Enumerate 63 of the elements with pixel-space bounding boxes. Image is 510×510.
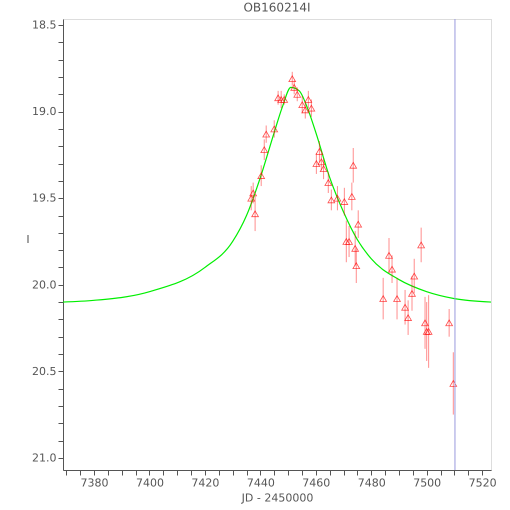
point: [274, 94, 282, 102]
y-tick-label: 20.0: [32, 278, 56, 292]
x-tick-label: 7480: [358, 476, 386, 490]
point: [342, 238, 350, 245]
point: [424, 328, 432, 335]
point: [450, 380, 458, 387]
x-tick-label: 7400: [136, 476, 164, 490]
point: [401, 304, 409, 311]
point: [304, 96, 312, 103]
point: [316, 148, 324, 155]
point: [354, 220, 362, 228]
y-axis-title: I: [26, 233, 30, 246]
point: [262, 130, 270, 138]
point: [334, 194, 342, 202]
point: [340, 198, 348, 205]
point: [328, 196, 336, 204]
point: [421, 320, 429, 326]
point: [385, 252, 393, 259]
point: [324, 179, 332, 186]
point: [379, 295, 387, 302]
point: [404, 314, 412, 321]
x-tick-label: 7420: [191, 476, 220, 490]
point: [280, 96, 288, 103]
x-axis-title: JD - 2450000: [240, 492, 314, 504]
y-tick-label: 18.5: [32, 18, 56, 32]
point: [417, 242, 425, 248]
point: [260, 146, 268, 154]
point: [352, 262, 360, 270]
y-tick-label: 20.5: [32, 364, 56, 378]
point: [351, 245, 359, 252]
point: [247, 194, 255, 202]
point: [249, 190, 257, 196]
point: [318, 158, 326, 166]
point: [251, 210, 259, 218]
point: [308, 104, 316, 112]
point: [298, 101, 306, 108]
point: [293, 91, 301, 98]
x-tick-label: 7500: [413, 476, 442, 490]
point: [257, 172, 265, 179]
point: [288, 75, 296, 82]
point: [445, 320, 453, 326]
y-tick-label: 21.0: [32, 451, 56, 464]
point: [277, 96, 285, 103]
x-tick-label: 7460: [302, 476, 330, 490]
point: [410, 272, 418, 280]
point: [349, 162, 357, 169]
point: [422, 328, 430, 335]
y-tick-label: 19.5: [32, 192, 56, 205]
point: [345, 238, 353, 245]
x-tick-label: 7380: [80, 476, 109, 490]
point: [302, 106, 310, 114]
point: [312, 160, 320, 167]
point: [270, 126, 278, 132]
x-tick-label: 7440: [246, 476, 275, 490]
x-tick-label: 7520: [468, 476, 497, 490]
point: [320, 165, 328, 172]
chart-title: OB160214I: [243, 0, 311, 14]
y-tick-label: 19.0: [32, 105, 56, 118]
point: [393, 295, 401, 302]
point: [290, 84, 298, 91]
point: [388, 266, 396, 272]
point: [408, 290, 416, 297]
point: [348, 193, 356, 200]
